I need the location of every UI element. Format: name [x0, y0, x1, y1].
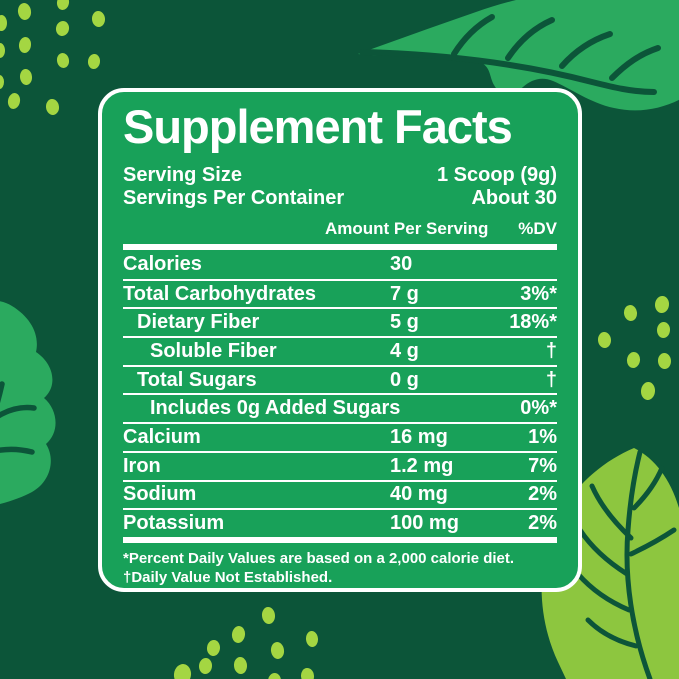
servings-per-container-row: Servings Per Container About 30	[123, 187, 557, 210]
decorative-dot	[0, 15, 7, 31]
divider-thick-top	[123, 244, 557, 250]
nutrient-amount: 1.2 mg	[390, 454, 454, 477]
footnote-daily-values: *Percent Daily Values are based on a 2,0…	[123, 549, 515, 567]
decorative-dot	[19, 68, 33, 86]
decorative-dot	[172, 662, 193, 679]
footnotes: *Percent Daily Values are based on a 2,0…	[123, 549, 557, 588]
nutrient-amount: 5 g	[390, 311, 419, 334]
decorative-dot	[654, 295, 670, 314]
nutrient-amount: 7 g	[390, 282, 419, 305]
table-row: Sodium 40 mg 2%	[123, 479, 557, 509]
serving-info: Serving Size 1 Scoop (9g) Servings Per C…	[123, 164, 557, 210]
nutrient-name: Includes 0g Added Sugars	[150, 397, 401, 420]
decorative-dot	[54, 19, 71, 38]
nutrient-name: Potassium	[123, 512, 225, 535]
nutrient-dv: †	[545, 339, 557, 362]
nutrient-amount: 40 mg	[390, 483, 448, 506]
nutrient-dv: 0%*	[520, 397, 557, 420]
nutrient-dv: 18%*	[509, 311, 557, 334]
decorative-dot	[87, 53, 101, 70]
decorative-dot	[640, 381, 656, 401]
nutrient-name: Iron	[123, 454, 161, 477]
panel-title: Supplement Facts	[123, 100, 513, 153]
table-row: Total Carbohydrates 7 g 3%*	[123, 278, 557, 308]
decorative-dot	[16, 2, 33, 21]
decorative-dot	[230, 625, 247, 644]
decorative-dot	[206, 639, 221, 657]
table-row: Potassium 100 mg 2%	[123, 508, 557, 537]
servings-per-container-label: Servings Per Container	[123, 187, 345, 209]
servings-per-container-value: About 30	[471, 187, 557, 209]
table-row: Iron 1.2 mg 7%	[123, 450, 557, 480]
decorative-dot	[198, 657, 213, 675]
decorative-dot	[656, 321, 671, 339]
table-column-headers: Amount Per Serving %DV	[123, 219, 557, 239]
dv-header: %DV	[518, 219, 557, 238]
nutrient-name: Soluble Fiber	[150, 339, 277, 362]
supplement-facts-card: Supplement Facts Serving Size 1 Scoop (9…	[98, 88, 582, 592]
table-row: Total Sugars 0 g †	[123, 364, 557, 394]
decorative-dot	[55, 52, 71, 69]
decorative-dot	[55, 0, 71, 11]
serving-size-row: Serving Size 1 Scoop (9g)	[123, 164, 557, 187]
nutrient-dv: 1%	[528, 425, 557, 448]
nutrient-amount: 100 mg	[390, 512, 459, 535]
decorative-dot	[300, 667, 315, 679]
nutrient-name: Total Carbohydrates	[123, 282, 316, 305]
nutrient-name: Total Sugars	[137, 368, 257, 391]
serving-size-value: 1 Scoop (9g)	[436, 164, 557, 186]
leaf-left-icon	[0, 301, 56, 505]
facts-table: Calories 30 Total Carbohydrates 7 g 3%* Dieta…	[123, 250, 557, 537]
decorative-dot	[45, 98, 60, 116]
footnote-dv-not-established: †Daily Value Not Established.	[123, 569, 333, 587]
table-row: Includes 0g Added Sugars 0%*	[123, 393, 557, 422]
nutrient-amount: 4 g	[390, 339, 419, 362]
decorative-dot	[17, 36, 33, 54]
amount-per-serving-header: Amount Per Serving	[325, 219, 489, 238]
decorative-dot	[91, 10, 106, 28]
nutrient-name: Sodium	[123, 483, 197, 506]
nutrient-dv: 2%	[528, 512, 557, 535]
decorative-dot	[625, 351, 642, 369]
decorative-dot	[269, 641, 286, 660]
decorative-dot	[6, 92, 22, 110]
decorative-dot	[0, 43, 5, 58]
table-row: Calories 30	[123, 250, 557, 279]
decorative-dot	[0, 75, 4, 89]
decorative-dot	[267, 672, 282, 679]
serving-size-label: Serving Size	[123, 164, 242, 186]
decorative-dot	[622, 304, 639, 322]
nutrient-amount: 16 mg	[390, 425, 448, 448]
nutrient-dv: †	[545, 368, 557, 391]
table-row: Soluble Fiber 4 g †	[123, 336, 557, 365]
decorative-dot	[305, 630, 319, 648]
nutrient-name: Calcium	[123, 425, 201, 448]
nutrient-dv: 3%*	[520, 282, 557, 305]
nutrient-name: Dietary Fiber	[137, 311, 260, 334]
table-row: Dietary Fiber 5 g 18%*	[123, 307, 557, 336]
nutrient-dv: 7%	[528, 454, 557, 477]
nutrient-dv: 2%	[528, 483, 557, 506]
leaf-top-right-icon	[358, 0, 679, 111]
nutrient-amount: 30	[390, 252, 413, 275]
divider-thick-bottom	[123, 536, 557, 543]
decorative-dot	[261, 606, 276, 625]
decorative-dot	[233, 656, 248, 675]
decorative-dot	[597, 331, 612, 349]
table-row: Calcium 16 mg 1%	[123, 422, 557, 451]
nutrient-name: Calories	[123, 252, 202, 275]
nutrient-amount: 0 g	[390, 368, 419, 391]
decorative-dot	[657, 352, 672, 370]
